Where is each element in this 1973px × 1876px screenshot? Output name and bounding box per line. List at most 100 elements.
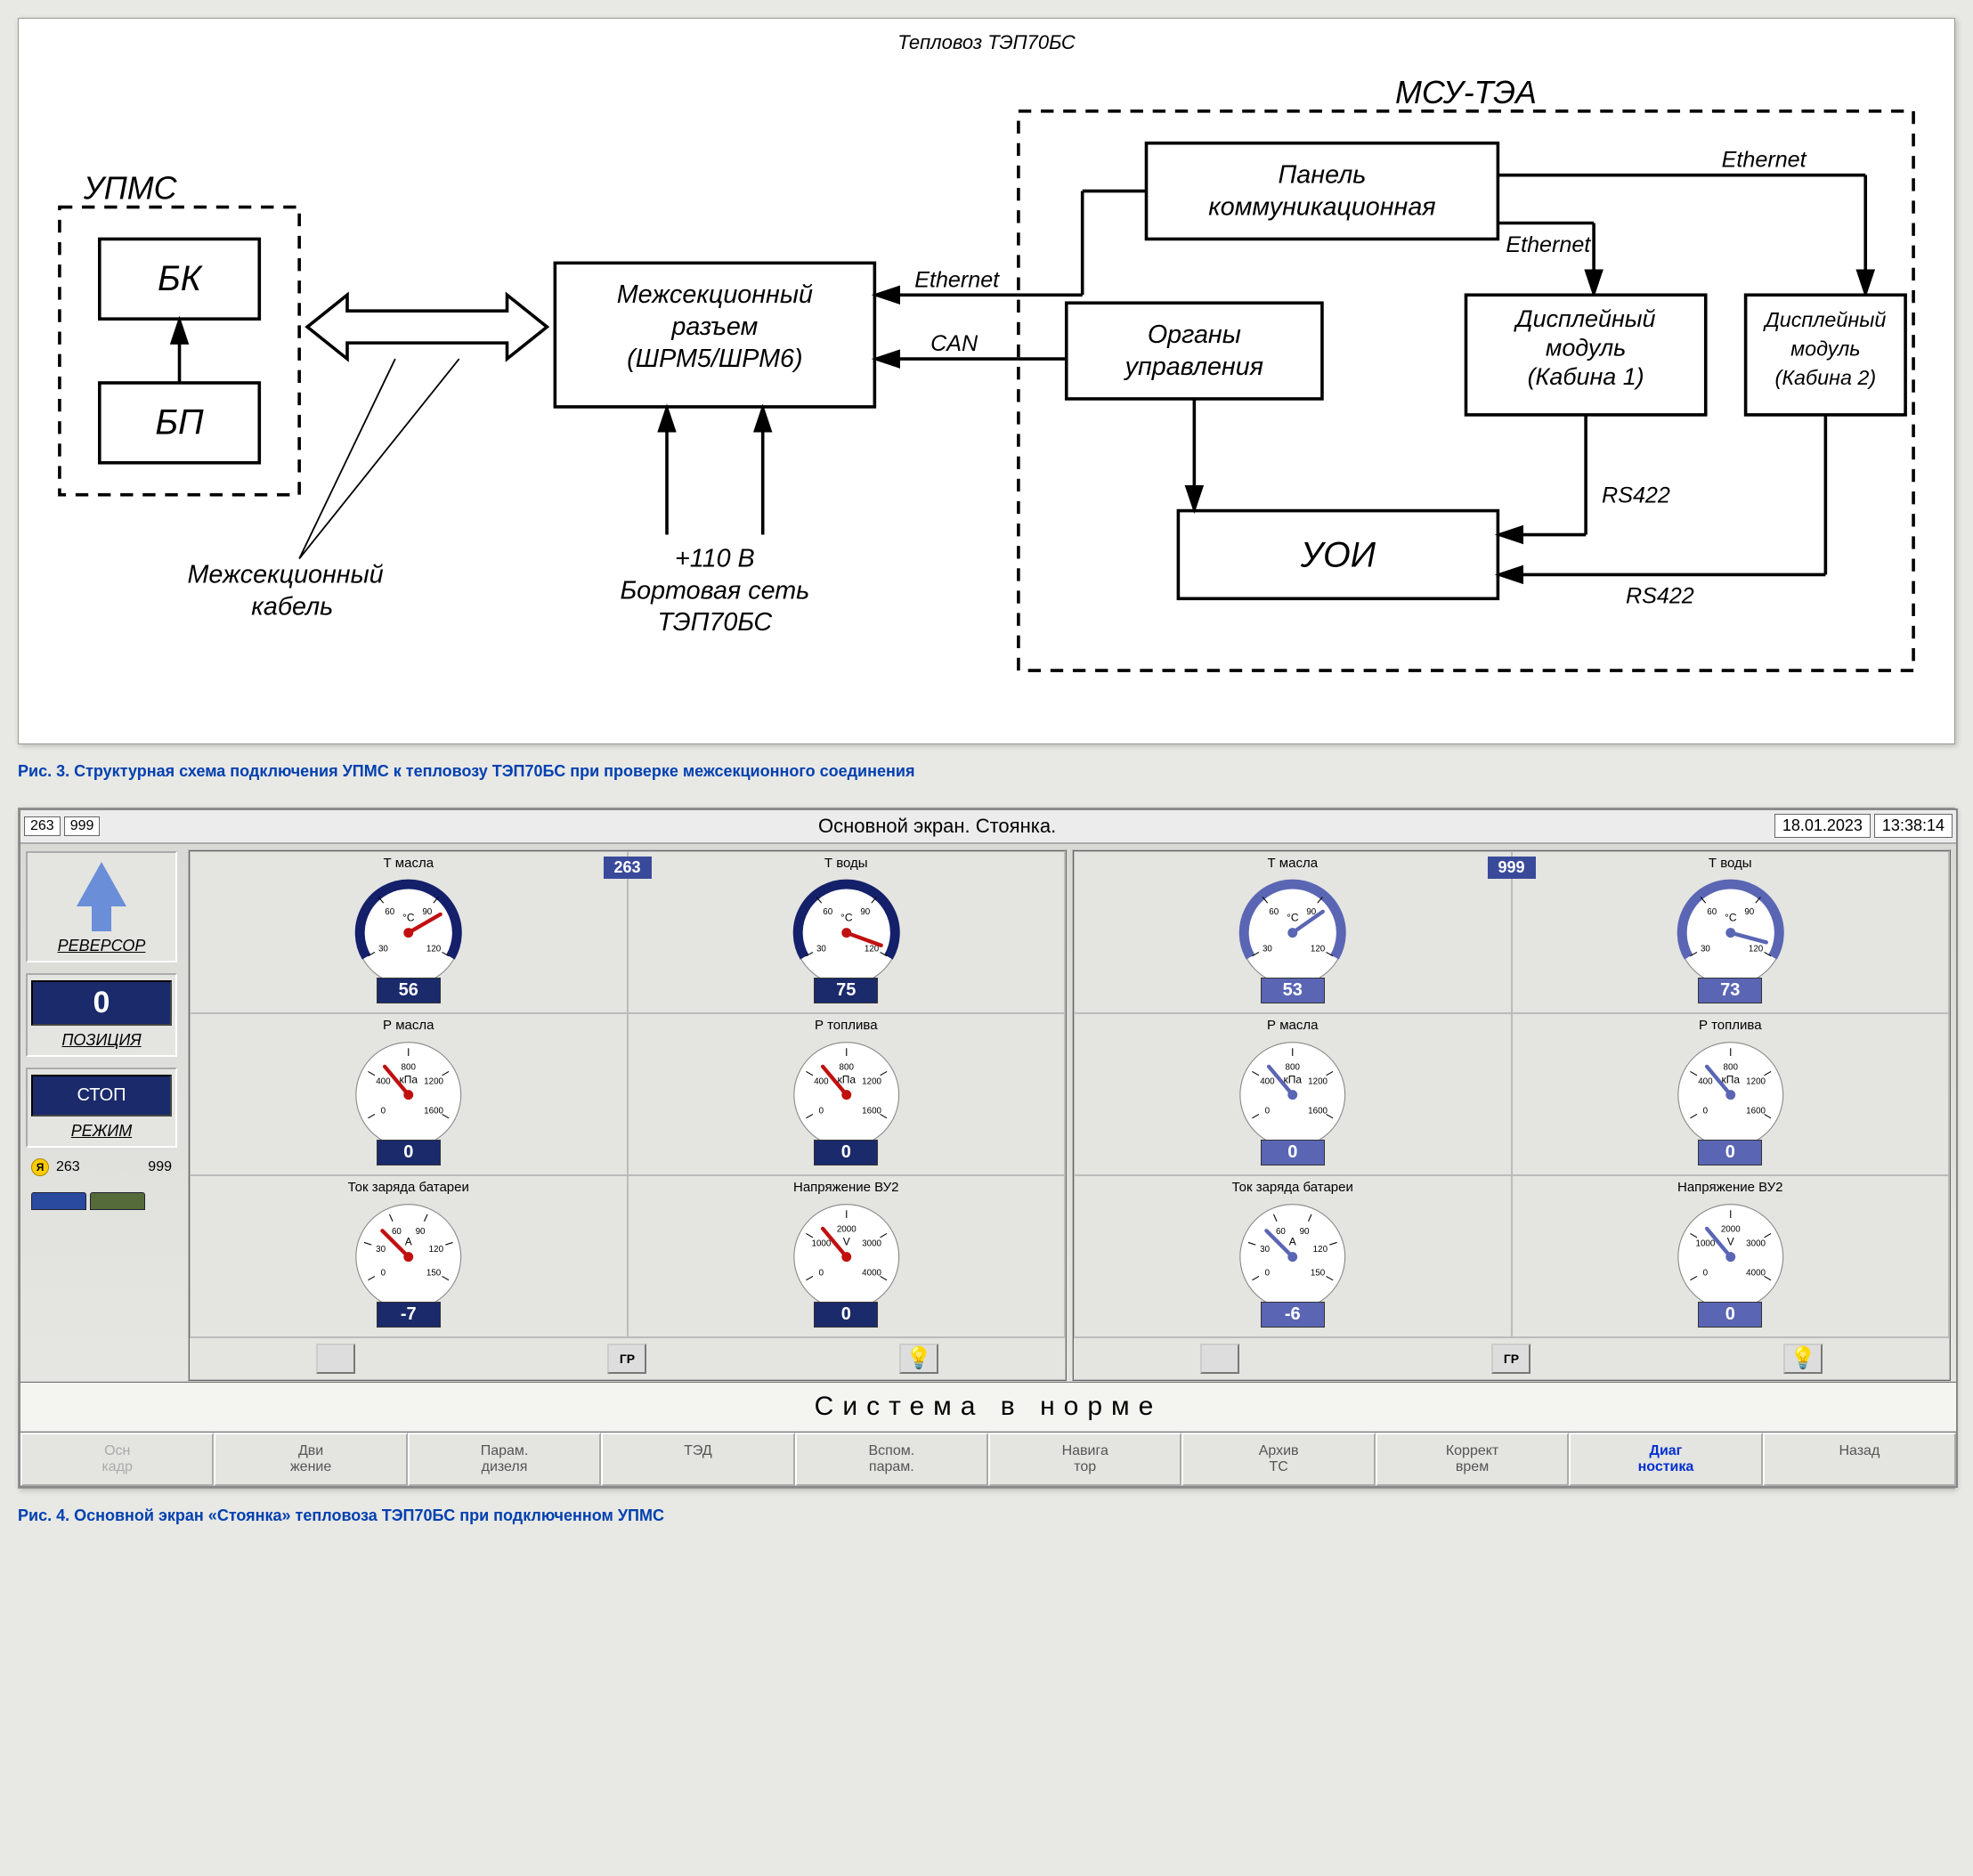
gauge-title: Напряжение ВУ2 xyxy=(1514,1180,1947,1195)
svg-text:1200: 1200 xyxy=(862,1077,881,1087)
gauge-readout: 73 xyxy=(1698,978,1762,1003)
bulb-icon[interactable]: 💡 xyxy=(899,1344,938,1374)
tab[interactable]: Диагностика xyxy=(1569,1433,1762,1486)
svg-text:120: 120 xyxy=(426,944,442,954)
tab[interactable]: Назад xyxy=(1763,1433,1956,1486)
screen-time: 13:38:14 xyxy=(1874,814,1953,838)
tab[interactable]: Оснкадр xyxy=(20,1433,214,1486)
tab[interactable]: АрхивТС xyxy=(1181,1433,1375,1486)
diagram-title: Тепловоз ТЭП70БС xyxy=(28,31,1945,54)
tab[interactable]: ТЭД xyxy=(601,1433,794,1486)
svg-text:800: 800 xyxy=(1723,1062,1738,1072)
svg-text:90: 90 xyxy=(1744,907,1754,917)
svg-text:1600: 1600 xyxy=(424,1106,443,1116)
svg-text:150: 150 xyxy=(1311,1268,1326,1278)
svg-text:Межсекционный: Межсекционный xyxy=(188,560,384,589)
gr-icon[interactable]: ГР xyxy=(1491,1344,1530,1374)
tab[interactable]: Движение xyxy=(214,1433,407,1486)
position-label: ПОЗИЦИЯ xyxy=(31,1031,172,1050)
gauge-title: Напряжение ВУ2 xyxy=(630,1180,1063,1195)
gauge-title: Ток заряда батареи xyxy=(192,1180,625,1195)
svg-text:30: 30 xyxy=(1263,944,1272,954)
gauge-cell: Т масла 306090120 °C 53 xyxy=(1074,851,1512,1013)
svg-text:°C: °C xyxy=(1725,911,1737,923)
tab[interactable]: Парам.дизеля xyxy=(408,1433,601,1486)
svg-text:Бортовая сеть: Бортовая сеть xyxy=(620,576,809,605)
gauge-cell: Р масла 040080012001600 кПа 0 xyxy=(1074,1013,1512,1175)
svg-text:3000: 3000 xyxy=(862,1239,881,1249)
svg-text:1600: 1600 xyxy=(1308,1106,1328,1116)
svg-text:0: 0 xyxy=(1265,1106,1271,1116)
mode-label: РЕЖИМ xyxy=(31,1122,172,1141)
svg-text:Ethernet: Ethernet xyxy=(914,267,1000,292)
tab[interactable]: Вспом.парам. xyxy=(795,1433,988,1486)
svg-text:120: 120 xyxy=(1748,944,1763,954)
screen-date: 18.01.2023 xyxy=(1774,814,1871,838)
svg-text:120: 120 xyxy=(1313,1245,1328,1255)
icon-row: ГР 💡 xyxy=(190,1337,1065,1379)
svg-text:800: 800 xyxy=(402,1062,417,1072)
svg-text:30: 30 xyxy=(1260,1245,1270,1255)
svg-text:V: V xyxy=(842,1235,849,1247)
svg-text:1600: 1600 xyxy=(1746,1106,1766,1116)
svg-text:Панель: Панель xyxy=(1279,161,1367,190)
tab[interactable]: Корректврем xyxy=(1376,1433,1569,1486)
blank-icon[interactable] xyxy=(1200,1344,1239,1374)
svg-text:150: 150 xyxy=(426,1268,442,1278)
svg-text:V: V xyxy=(1726,1235,1733,1247)
svg-text:°C: °C xyxy=(840,911,853,923)
gauge-readout: 0 xyxy=(814,1302,878,1328)
svg-text:90: 90 xyxy=(422,907,432,917)
svg-text:Межсекционный: Межсекционный xyxy=(617,280,813,309)
tab[interactable]: Навигатор xyxy=(988,1433,1181,1486)
gauge-readout: 75 xyxy=(814,978,878,1003)
position-box[interactable]: 0 ПОЗИЦИЯ xyxy=(26,973,177,1057)
svg-text:0: 0 xyxy=(818,1268,824,1278)
caption-3: Рис. 3. Структурная схема подключения УП… xyxy=(18,762,1955,781)
svg-text:А: А xyxy=(405,1235,412,1247)
diagram-svg: УПМС БК БП Межсекционный разъем (ШРМ5/ШР… xyxy=(28,63,1945,735)
gauge-title: Р топлива xyxy=(630,1018,1063,1033)
svg-text:1000: 1000 xyxy=(811,1239,831,1249)
svg-text:°C: °C xyxy=(1287,911,1299,923)
gauge-readout: 56 xyxy=(377,978,441,1003)
gauge-readout: 0 xyxy=(377,1140,441,1165)
gauge-cell: Т воды 306090120 °C 73 xyxy=(1512,851,1950,1013)
svg-text:90: 90 xyxy=(1300,1227,1310,1237)
svg-text:1200: 1200 xyxy=(1308,1077,1328,1087)
svg-text:400: 400 xyxy=(814,1077,829,1087)
stop-button[interactable]: СТОП xyxy=(31,1075,172,1117)
svg-text:Ethernet: Ethernet xyxy=(1722,148,1807,173)
mode-box[interactable]: СТОП РЕЖИМ xyxy=(26,1068,177,1148)
gr-icon[interactable]: ГР xyxy=(607,1344,646,1374)
svg-text:Ethernet: Ethernet xyxy=(1506,232,1591,257)
topbar: 263 999 Основной экран. Стоянка. 18.01.2… xyxy=(20,810,1956,844)
svg-text:(ШРМ5/ШРМ6): (ШРМ5/ШРМ6) xyxy=(627,345,802,373)
svg-text:RS422: RS422 xyxy=(1602,483,1670,508)
svg-text:2000: 2000 xyxy=(836,1224,856,1234)
svg-text:1200: 1200 xyxy=(424,1077,443,1087)
blank-icon[interactable] xyxy=(316,1344,355,1374)
loco-icon-green xyxy=(90,1192,145,1210)
caption-4: Рис. 4. Основной экран «Стоянка» теплово… xyxy=(18,1506,1955,1525)
section-chip: 999 xyxy=(1487,857,1535,879)
gauge-cell: Р масла 040080012001600 кПа 0 xyxy=(190,1013,628,1175)
svg-text:(Кабина 1): (Кабина 1) xyxy=(1528,363,1644,390)
svg-text:1000: 1000 xyxy=(1695,1239,1715,1249)
svg-text:60: 60 xyxy=(1707,907,1717,917)
gauge-title: Т воды xyxy=(630,856,1063,871)
svg-text:кабель: кабель xyxy=(251,592,333,621)
reversor-label: РЕВЕРСОР xyxy=(31,937,172,955)
svg-text:УПМС: УПМС xyxy=(83,171,178,207)
bulb-icon[interactable]: 💡 xyxy=(1783,1344,1823,1374)
gauge-title: Р масла xyxy=(1076,1018,1509,1033)
svg-text:RS422: RS422 xyxy=(1626,584,1694,609)
topbar-chip-2: 999 xyxy=(64,816,101,836)
screen-panel: 263 999 Основной экран. Стоянка. 18.01.2… xyxy=(18,808,1955,1489)
svg-text:ТЭП70БС: ТЭП70БС xyxy=(658,608,773,637)
screen-title: Основной экран. Стоянка. xyxy=(100,815,1774,838)
gauge-title: Т масла xyxy=(192,856,625,871)
svg-text:°C: °C xyxy=(402,911,415,923)
reversor-box[interactable]: РЕВЕРСОР xyxy=(26,851,177,962)
gauge-readout: -6 xyxy=(1261,1302,1325,1328)
